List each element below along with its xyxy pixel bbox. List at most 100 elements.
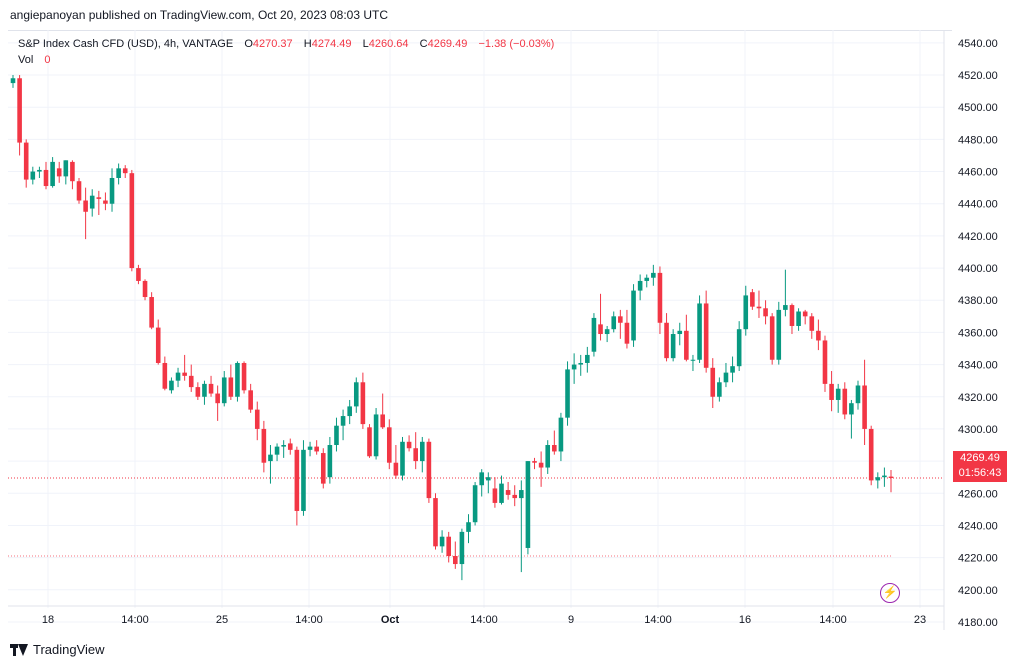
- candle-body: [103, 200, 108, 204]
- last-price-value: 4269.49: [960, 452, 1000, 464]
- candle-body: [499, 483, 504, 503]
- candle-body: [822, 340, 828, 384]
- candle-body: [558, 417, 564, 452]
- candle-body: [512, 494, 518, 499]
- legend-change: −1.38 (−0.03%): [478, 38, 555, 50]
- x-tick-label: 23: [914, 614, 926, 626]
- candle-body: [327, 445, 333, 478]
- candle-body: [743, 295, 749, 330]
- y-tick-label: 4360.00: [958, 327, 998, 339]
- candle-body: [637, 280, 643, 291]
- candle-body: [525, 461, 531, 548]
- candle-body: [505, 490, 511, 495]
- legend-symbol[interactable]: S&P Index Cash CFD (USD), 4h, VANTAGE: [18, 38, 234, 50]
- candle-body: [116, 168, 121, 178]
- candle-body: [294, 449, 300, 511]
- candle-body: [188, 375, 194, 388]
- candle-body: [862, 385, 867, 429]
- candle-body: [624, 322, 630, 344]
- x-tick-label: 14:00: [644, 614, 672, 626]
- candle-body: [769, 316, 775, 360]
- candle-body: [76, 181, 82, 201]
- candle-body: [538, 462, 544, 468]
- candle-body: [56, 168, 62, 177]
- y-tick-label: 4460.00: [958, 167, 998, 179]
- tradingview-brand[interactable]: TradingView: [10, 642, 105, 657]
- candle-body: [254, 409, 260, 429]
- candle-body: [195, 387, 201, 397]
- tradingview-logo-icon: [10, 643, 28, 656]
- chart-legend: S&P Index Cash CFD (USD), 4h, VANTAGE O4…: [18, 36, 554, 68]
- candle-body: [10, 78, 16, 84]
- lightning-icon[interactable]: ⚡: [880, 583, 900, 603]
- candle-body: [426, 441, 432, 499]
- candle-body: [664, 322, 669, 359]
- candle-body: [723, 372, 729, 383]
- candle-body: [703, 303, 709, 368]
- candle-body: [89, 195, 95, 209]
- candle-body: [644, 277, 650, 281]
- candle-body: [202, 383, 207, 397]
- candle-body: [142, 280, 148, 298]
- legend-volume-key: Vol: [18, 54, 34, 66]
- candle-body: [657, 272, 663, 323]
- candle-body: [353, 382, 359, 407]
- candle-body: [459, 531, 465, 565]
- candle-body: [301, 449, 306, 511]
- y-tick-label: 4200.00: [958, 585, 998, 597]
- candle-body: [30, 171, 36, 180]
- candle-body: [360, 382, 366, 425]
- y-tick-label: 4220.00: [958, 553, 998, 565]
- candle-body: [717, 382, 722, 397]
- candle-body: [750, 292, 755, 307]
- candle-body: [578, 362, 584, 365]
- x-tick-label: 14:00: [470, 614, 498, 626]
- candle-body: [519, 490, 524, 499]
- candle-body: [373, 414, 379, 457]
- candle-body: [479, 472, 485, 486]
- candle-body: [756, 306, 762, 309]
- x-tick-label: Oct: [381, 614, 400, 626]
- candle-body: [149, 297, 154, 328]
- y-tick-label: 4540.00: [958, 38, 998, 50]
- candle-body: [287, 443, 293, 450]
- candle-body: [684, 330, 689, 360]
- candle-body: [486, 477, 491, 481]
- candle-body: [413, 448, 418, 462]
- chart-frame: [8, 30, 952, 631]
- x-tick-label: 25: [216, 614, 228, 626]
- y-tick-label: 4500.00: [958, 102, 998, 114]
- legend-low-key: L: [362, 38, 369, 50]
- legend-ohlc-row: S&P Index Cash CFD (USD), 4h, VANTAGE O4…: [18, 36, 554, 52]
- candle-body: [670, 334, 676, 359]
- candle-body: [565, 369, 570, 418]
- candle-body: [109, 177, 115, 204]
- y-tick-label: 4440.00: [958, 199, 998, 211]
- candle-body: [347, 406, 352, 417]
- candle-body: [439, 536, 445, 547]
- brand-name: TradingView: [33, 642, 105, 657]
- candle-body: [43, 169, 49, 187]
- candle-body: [419, 441, 425, 462]
- candle-body: [261, 428, 267, 463]
- candle-body: [552, 445, 557, 452]
- y-tick-label: 4300.00: [958, 424, 998, 436]
- candle-body: [241, 362, 247, 391]
- candle-body: [215, 393, 220, 404]
- legend-open-value: 4270.37: [252, 38, 293, 50]
- candle-body: [532, 461, 537, 463]
- legend-close-key: C: [419, 38, 428, 50]
- candle-body: [710, 367, 716, 397]
- candle-body: [50, 161, 55, 187]
- candle-body: [70, 161, 75, 182]
- candle-body: [802, 311, 808, 317]
- bar-countdown: 01:56:43: [958, 467, 1002, 479]
- candle-body: [776, 309, 782, 360]
- candle-body: [136, 268, 141, 281]
- candle-body: [842, 388, 848, 415]
- candle-body: [888, 476, 894, 479]
- candle-body: [492, 488, 498, 503]
- candle-body: [380, 414, 385, 428]
- candle-body: [585, 354, 590, 363]
